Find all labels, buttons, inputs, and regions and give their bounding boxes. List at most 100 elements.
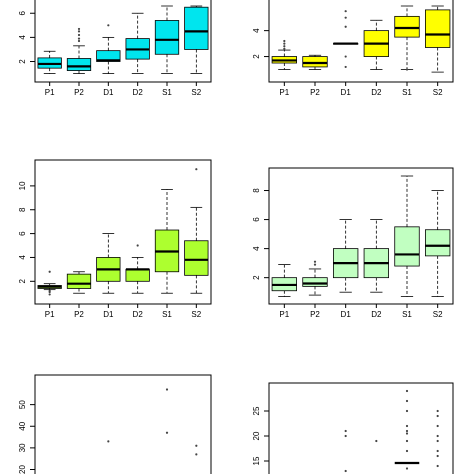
outlier-point [283,39,286,43]
category-label-p1: P1 [279,310,289,319]
category-label-d2: D2 [133,310,144,319]
y-tick-label: 20 [18,465,27,474]
category-label-d2: D2 [133,88,144,97]
outlier-point [436,449,439,453]
outlier-point [77,30,81,33]
panel-top-right: 2 4 P1 P2 D1 D2 S1 S2 [252,0,454,97]
outlier-point [313,260,317,263]
outlier-point [165,388,169,391]
y-tick-label: 15 [252,456,261,465]
box-body [394,226,420,267]
y-tick-label: 4 [252,246,261,251]
box-body [125,268,150,282]
box-d1 [332,219,359,293]
panel-middle-left: 2 4 6 8 10 P1 P2 D1 D2 S1 S2 [18,159,212,319]
outlier-point [283,45,286,48]
outlier-point [344,10,347,13]
outlier-point [405,409,409,413]
outlier-point [436,464,439,468]
box-d1 [96,24,121,74]
category-label-d1: D1 [103,88,114,97]
plot-frame [268,167,454,305]
marks [37,5,209,74]
category-label-d2: D2 [371,310,382,319]
box-body [302,277,328,287]
y-tick-label: 10 [18,181,27,190]
category-label-p2: P2 [310,310,320,319]
plot-frame [34,159,212,305]
outlier-point [405,449,409,453]
outlier-point [344,429,347,433]
y-tick-label: 4 [18,255,27,260]
outlier-point [436,439,439,443]
y-tick-label: 30 [18,443,27,452]
panel-top-left: 2 4 6 P1 P2 D1 D2 S1 S2 [18,0,212,97]
outlier-point [165,431,169,434]
outlier-point [405,432,409,435]
box-d2 [363,219,390,293]
outlier-point [48,293,51,296]
outlier-point [405,439,409,443]
box-s1 [394,175,420,297]
y-tick-label: 2 [18,279,27,284]
outlier-point [405,467,409,470]
category-label-s2: S2 [433,310,443,319]
outlier-point [436,454,439,458]
outlier-point [77,37,81,40]
box-s1 [154,5,180,74]
outlier-point [195,453,198,456]
category-label-s2: S2 [191,88,201,97]
box-body [184,240,209,276]
category-label-s2: S2 [433,88,443,97]
outlier-point [344,55,347,58]
category-label-d1: D1 [103,310,114,319]
outlier-point [77,33,81,37]
outlier-point [436,424,439,428]
marks [344,389,439,473]
y-tick-label: 4 [252,28,261,33]
box-body [424,229,451,257]
outlier-point [136,244,139,247]
marks [107,388,198,456]
outlier-point [344,434,347,438]
outlier-point [405,399,409,403]
outlier-point [405,389,409,393]
panel-middle-right: 2 4 6 8 P1 P2 D1 D2 S1 S2 [252,167,454,319]
outlier-point [344,16,347,19]
marks [271,5,451,73]
y-tick-label: 6 [252,217,261,222]
outlier-point [195,168,198,171]
outlier-point [48,270,51,273]
y-tick-label: 4 [18,35,27,40]
category-label-s1: S1 [402,88,412,97]
plot-frame [268,382,454,474]
outlier-point [283,47,286,50]
outlier-point [405,424,409,428]
outlier-point [436,409,439,413]
box-body [96,50,121,62]
box-d1 [96,233,121,294]
y-tick-label: 6 [18,10,27,15]
box-p2 [302,260,328,296]
box-s1 [394,5,420,71]
outlier-point [344,25,347,28]
plot-frame [268,0,454,83]
panel-bottom-left: 20 30 40 50 [18,374,212,474]
box-body [66,273,92,289]
box-d2 [125,244,150,294]
outlier-point [405,68,409,71]
y-tick-label: 2 [252,275,261,280]
category-label-s1: S1 [162,88,172,97]
box-s1 [154,189,180,294]
outlier-point [344,65,347,69]
y-tick-label: 40 [18,421,27,430]
category-label-p2: P2 [310,88,320,97]
outlier-point [344,469,347,473]
category-label-p1: P1 [45,88,55,97]
y-tick-label: 8 [18,207,27,212]
marks [37,168,209,296]
category-label-s2: S2 [191,310,201,319]
marks [271,175,451,297]
category-label-d2: D2 [371,88,382,97]
